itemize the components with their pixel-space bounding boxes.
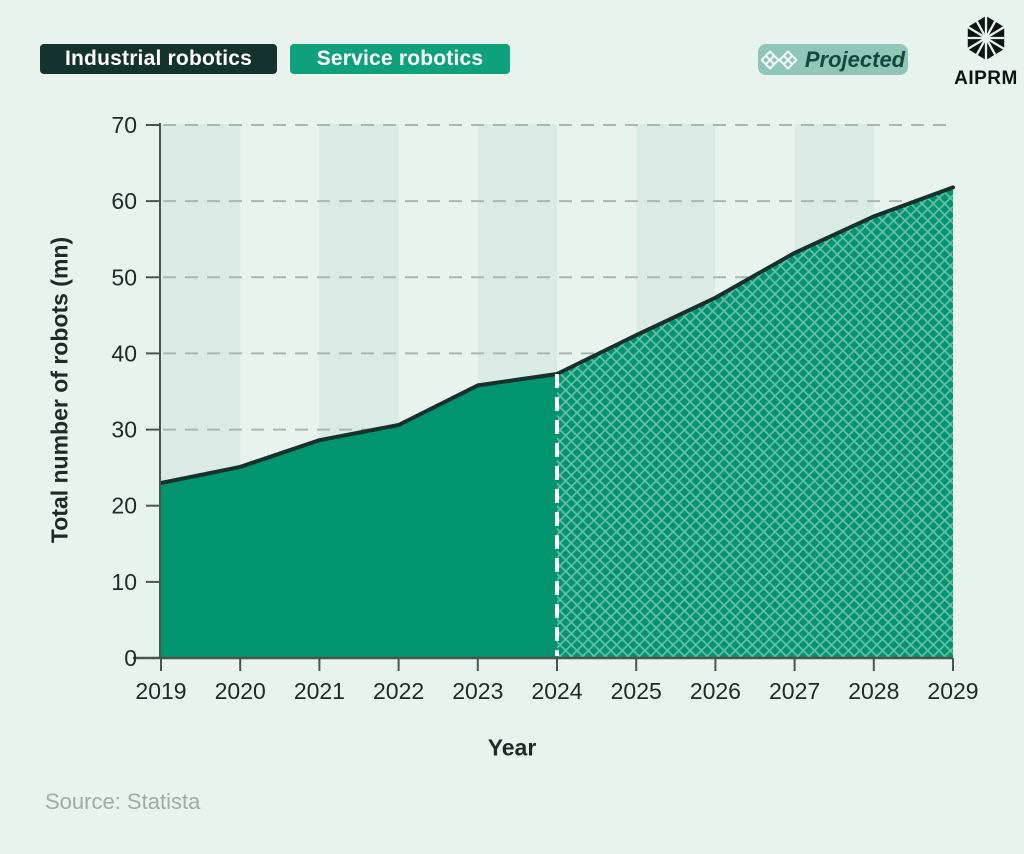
y-tick-label-10: 10: [111, 569, 137, 595]
x-tick-label-2028: 2028: [848, 678, 899, 704]
x-tick-label-2029: 2029: [927, 678, 978, 704]
legend-service-label: Service robotics: [316, 47, 484, 70]
projected-hatch: [557, 187, 953, 658]
y-tick-label-60: 60: [111, 188, 137, 214]
projected-badge: Projected: [758, 44, 908, 75]
x-tick-label-2023: 2023: [452, 678, 503, 704]
y-axis-title: Total number of robots (mn): [46, 236, 73, 544]
source-note: Source: Statista: [45, 789, 201, 814]
x-tick-label-2024: 2024: [531, 678, 582, 704]
y-tick-label-30: 30: [111, 417, 137, 443]
aiprm-logo-icon: [967, 15, 1005, 61]
y-tick-label-20: 20: [111, 493, 137, 519]
projected-badge-label: Projected: [804, 46, 906, 72]
aiprm-logo-text: AIPRM: [954, 68, 1018, 89]
y-tick-label-50: 50: [111, 264, 137, 290]
legend-industrial-label: Industrial robotics: [65, 47, 252, 70]
y-tick-label-70: 70: [111, 112, 137, 138]
y-tick-label-0: 0: [124, 645, 137, 671]
x-tick-label-2020: 2020: [215, 678, 266, 704]
x-tick-label-2021: 2021: [294, 678, 345, 704]
aiprm-logo: AIPRM: [950, 15, 1022, 90]
crosshatch-icon: [760, 49, 797, 70]
legend-industrial-robotics: Industrial robotics: [40, 44, 277, 74]
y-tick-label-40: 40: [111, 340, 137, 366]
legend-service-robotics: Service robotics: [290, 44, 510, 74]
x-axis-title: Year: [487, 734, 537, 761]
x-tick-label-2026: 2026: [690, 678, 741, 704]
x-tick-label-2025: 2025: [611, 678, 662, 704]
x-tick-label-2022: 2022: [373, 678, 424, 704]
x-tick-label-2019: 2019: [135, 678, 186, 704]
x-tick-label-2027: 2027: [769, 678, 820, 704]
